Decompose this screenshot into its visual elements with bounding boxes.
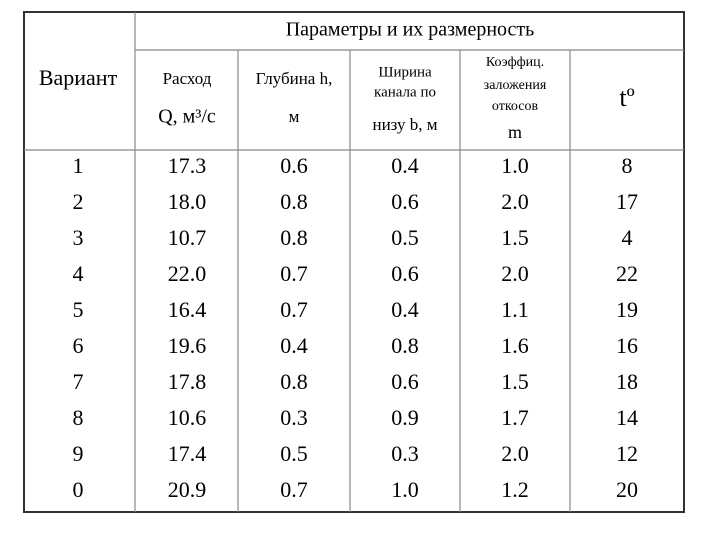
table-cell: 8	[73, 405, 84, 430]
table-cell: 17.3	[168, 153, 207, 178]
column-header: откосов	[492, 99, 539, 114]
table-cell: 0.8	[280, 225, 308, 250]
table-cell: 17.4	[168, 441, 207, 466]
table-cell: 17.8	[168, 369, 207, 394]
column-header: заложения	[484, 78, 547, 93]
table-cell: 3	[73, 225, 84, 250]
column-header: Расход	[163, 69, 212, 88]
table-cell: 0.5	[280, 441, 308, 466]
column-header: Коэффиц.	[486, 55, 544, 70]
table-cell: 6	[73, 333, 84, 358]
table-cell: 1.5	[501, 225, 529, 250]
table-cell: 0.9	[391, 405, 419, 430]
table-cell: 0.8	[391, 333, 419, 358]
table-cell: 1	[73, 153, 84, 178]
table-cell: 4	[622, 225, 633, 250]
table-cell: 0.6	[391, 261, 419, 286]
table-cell: 9	[73, 441, 84, 466]
table-cell: 1.6	[501, 333, 529, 358]
column-header: канала по	[374, 84, 436, 100]
table-cell: 1.5	[501, 369, 529, 394]
table-cell: 2.0	[501, 261, 529, 286]
table-cell: 0.3	[391, 441, 419, 466]
column-header: м	[289, 107, 300, 126]
table-cell: 0.8	[280, 189, 308, 214]
table-cell: 0.4	[391, 153, 419, 178]
column-header: Q, м³/с	[158, 106, 216, 128]
table-cell: 10.6	[168, 405, 207, 430]
table-cell: 7	[73, 369, 84, 394]
table-cell: 20	[616, 477, 638, 502]
table-cell: 0.7	[280, 477, 308, 502]
table-cell: 1.7	[501, 405, 529, 430]
table-cell: 22	[616, 261, 638, 286]
table-cell: 0.7	[280, 261, 308, 286]
table-cell: 0.4	[391, 297, 419, 322]
table-cell: 2.0	[501, 189, 529, 214]
column-header: tº	[619, 83, 634, 112]
table-cell: 10.7	[168, 225, 207, 250]
table-cell: 16	[616, 333, 638, 358]
table-cell: 0.7	[280, 297, 308, 322]
table-cell: 5	[73, 297, 84, 322]
table-cell: 2.0	[501, 441, 529, 466]
table-cell: 0.6	[280, 153, 308, 178]
table-cell: 19	[616, 297, 638, 322]
table-cell: 17	[616, 189, 638, 214]
table-cell: 1.2	[501, 477, 529, 502]
table-cell: 1.0	[391, 477, 419, 502]
table-cell: 12	[616, 441, 638, 466]
table-cell: 0.8	[280, 369, 308, 394]
table-cell: 22.0	[168, 261, 207, 286]
table-cell: 2	[73, 189, 84, 214]
table-cell: 0	[73, 477, 84, 502]
table-cell: 0.5	[391, 225, 419, 250]
table-cell: 14	[616, 405, 638, 430]
table-cell: 18	[616, 369, 638, 394]
table-cell: 18.0	[168, 189, 207, 214]
column-header: Ширина	[378, 64, 432, 80]
variant-header: Вариант	[39, 65, 118, 90]
table-cell: 0.6	[391, 369, 419, 394]
table-cell: 0.3	[280, 405, 308, 430]
column-header: Глубина h,	[256, 69, 333, 88]
table-cell: 20.9	[168, 477, 207, 502]
table-border	[23, 11, 685, 513]
table-cell: 19.6	[168, 333, 207, 358]
table-cell: 8	[622, 153, 633, 178]
header-title: Параметры и их размерность	[286, 19, 535, 41]
table-cell: 0.6	[391, 189, 419, 214]
column-header: низу b, м	[372, 115, 437, 134]
table-cell: 4	[73, 261, 84, 286]
table-cell: 1.1	[501, 297, 529, 322]
table-cell: 0.4	[280, 333, 308, 358]
column-header: m	[508, 122, 522, 142]
table-cell: 1.0	[501, 153, 529, 178]
table-cell: 16.4	[168, 297, 207, 322]
